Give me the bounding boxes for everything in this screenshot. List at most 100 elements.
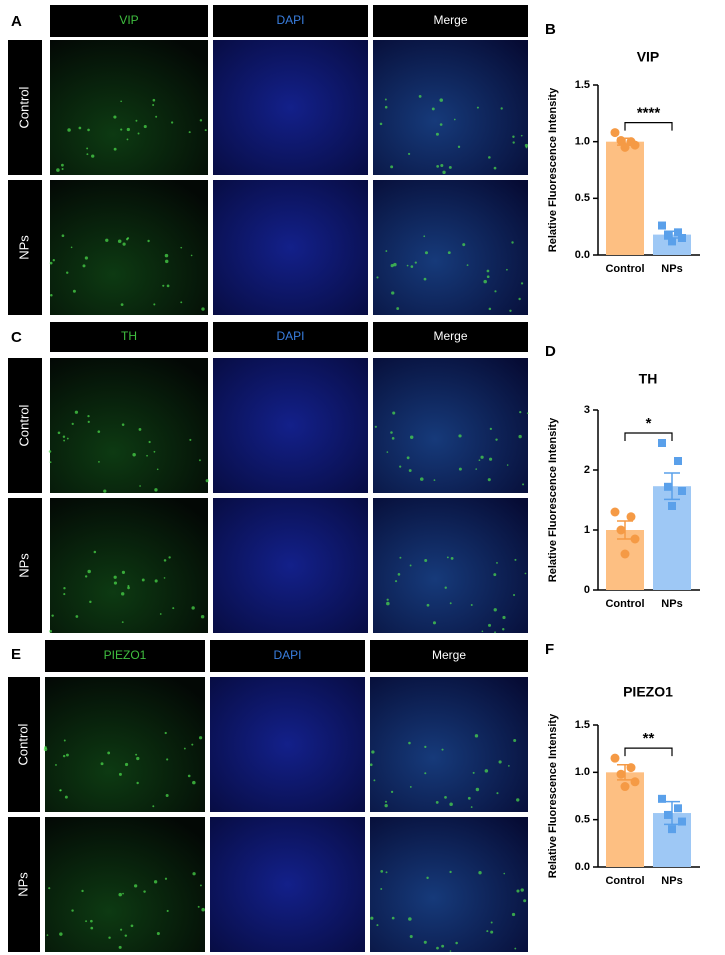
- speck: [164, 877, 168, 880]
- speck: [406, 264, 409, 267]
- speck: [133, 884, 138, 888]
- column-header-box: [210, 640, 365, 672]
- data-point: [610, 753, 620, 763]
- speck: [135, 119, 138, 122]
- speck: [439, 98, 444, 102]
- speck: [132, 453, 136, 457]
- data-point: [616, 769, 626, 779]
- speck: [200, 884, 202, 887]
- speck: [113, 575, 117, 579]
- speck: [520, 282, 524, 285]
- speck: [137, 132, 140, 135]
- column-header: TH: [121, 329, 137, 343]
- micrograph: [373, 358, 528, 493]
- speck: [141, 578, 145, 582]
- speck: [162, 284, 165, 287]
- speck: [518, 297, 521, 301]
- column-header: DAPI: [276, 13, 304, 27]
- speck: [120, 128, 123, 131]
- speck: [148, 440, 151, 444]
- speck: [78, 126, 82, 130]
- speck: [472, 771, 475, 774]
- row-label-box: [8, 40, 42, 175]
- data-point: [668, 237, 676, 246]
- speck: [155, 115, 158, 118]
- speck: [168, 556, 171, 559]
- speck: [462, 243, 466, 247]
- bar: [606, 141, 644, 255]
- speck: [90, 919, 93, 923]
- speck: [61, 234, 65, 238]
- speck: [64, 795, 68, 799]
- speck: [386, 598, 389, 601]
- speck: [156, 468, 159, 471]
- speck: [478, 871, 482, 875]
- speck: [48, 450, 52, 453]
- speck: [455, 941, 458, 945]
- speck: [470, 604, 473, 607]
- speck: [396, 307, 400, 310]
- speck: [138, 428, 142, 431]
- speck: [483, 279, 487, 284]
- data-point: [658, 439, 666, 447]
- micrograph: [373, 180, 528, 315]
- speck: [113, 581, 118, 585]
- speck: [71, 909, 74, 912]
- y-tick-label: 0.5: [575, 192, 590, 204]
- x-tick-label: Control: [605, 263, 644, 275]
- speck: [493, 166, 497, 170]
- x-tick-label: Control: [605, 875, 644, 887]
- speck: [70, 246, 73, 249]
- speck: [107, 751, 111, 755]
- speck: [127, 584, 130, 587]
- speck: [118, 772, 122, 776]
- speck: [50, 294, 53, 297]
- data-point: [674, 804, 682, 813]
- speck: [440, 163, 444, 167]
- data-point: [626, 763, 636, 773]
- speck: [448, 165, 452, 169]
- speck: [525, 146, 528, 149]
- speck: [125, 238, 129, 241]
- speck: [122, 242, 126, 246]
- speck: [496, 792, 499, 795]
- speck: [180, 301, 183, 304]
- speck: [502, 628, 505, 631]
- speck: [487, 478, 491, 482]
- row-label-box: [8, 498, 42, 633]
- speck: [399, 465, 402, 468]
- micrograph: [45, 677, 205, 812]
- speck: [152, 805, 155, 808]
- speck: [204, 129, 207, 132]
- speck: [409, 564, 412, 567]
- y-tick-label: 0.0: [575, 861, 590, 873]
- micrograph: [45, 817, 205, 952]
- speck: [390, 790, 394, 794]
- speck: [503, 872, 506, 875]
- significance-bracket: [624, 122, 673, 131]
- speck: [86, 147, 89, 150]
- chart-title: VIP: [637, 49, 660, 65]
- row-label-box: [8, 817, 40, 952]
- micrograph: [373, 498, 528, 633]
- speck: [117, 239, 122, 244]
- speck: [507, 764, 510, 767]
- data-point: [658, 221, 666, 230]
- speck: [170, 121, 174, 124]
- speck: [118, 945, 122, 949]
- speck: [163, 577, 166, 579]
- speck: [384, 98, 387, 101]
- speck: [449, 802, 453, 807]
- y-tick-label: 3: [584, 404, 590, 416]
- speck: [526, 412, 529, 414]
- column-header-box: [373, 5, 528, 37]
- speck: [87, 420, 90, 424]
- significance-bracket: [624, 747, 673, 757]
- micrograph: [213, 358, 368, 493]
- data-point: [664, 482, 672, 491]
- micrograph: [213, 40, 368, 175]
- speck: [51, 614, 54, 617]
- data-point: [678, 487, 686, 495]
- speck: [494, 631, 496, 634]
- significance-bracket: [624, 432, 673, 441]
